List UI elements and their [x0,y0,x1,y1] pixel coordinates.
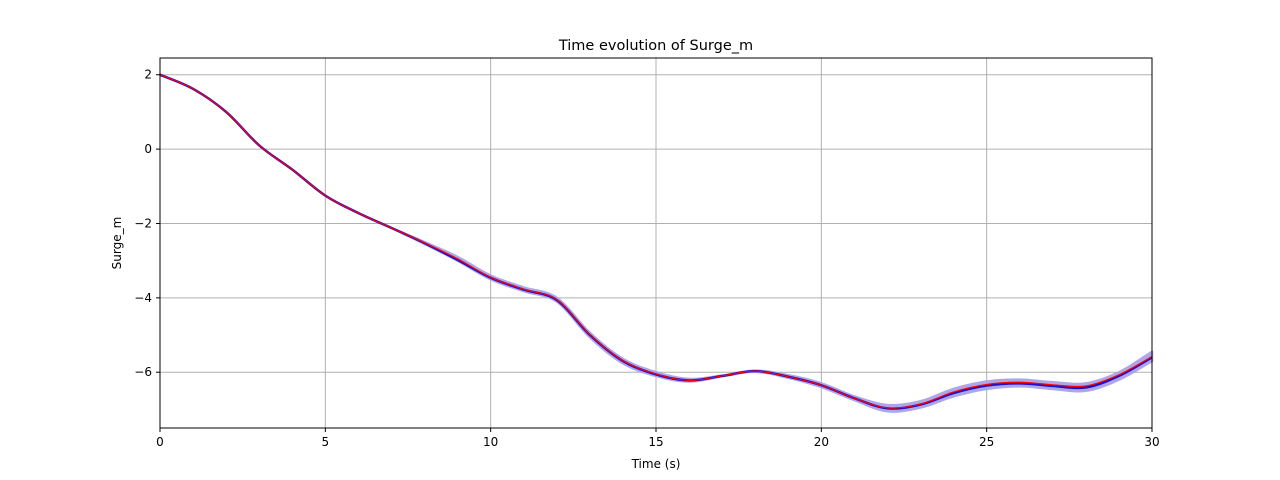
x-tick-label: 10 [483,435,498,449]
x-tick-label: 20 [814,435,829,449]
y-tick-label: −4 [134,291,152,305]
x-tick-label: 30 [1144,435,1159,449]
y-axis: 2 0 −2 −4 −6 [134,68,160,379]
y-tick-label: 2 [144,68,152,82]
x-tick-label: 25 [979,435,994,449]
y-tick-label: −6 [134,365,152,379]
reference-line [159,74,1153,409]
x-tick-label: 0 [156,435,164,449]
y-tick-label: 0 [144,142,152,156]
grid [159,58,1153,428]
chart-title: Time evolution of Surge_m [558,38,753,54]
x-tick-label: 15 [648,435,663,449]
y-axis-label: Surge_m [110,217,124,270]
x-axis-label: Time (s) [631,457,681,471]
x-axis: 0 5 10 15 20 25 30 [156,428,1160,449]
y-tick-label: −2 [134,216,152,230]
x-tick-label: 5 [322,435,330,449]
